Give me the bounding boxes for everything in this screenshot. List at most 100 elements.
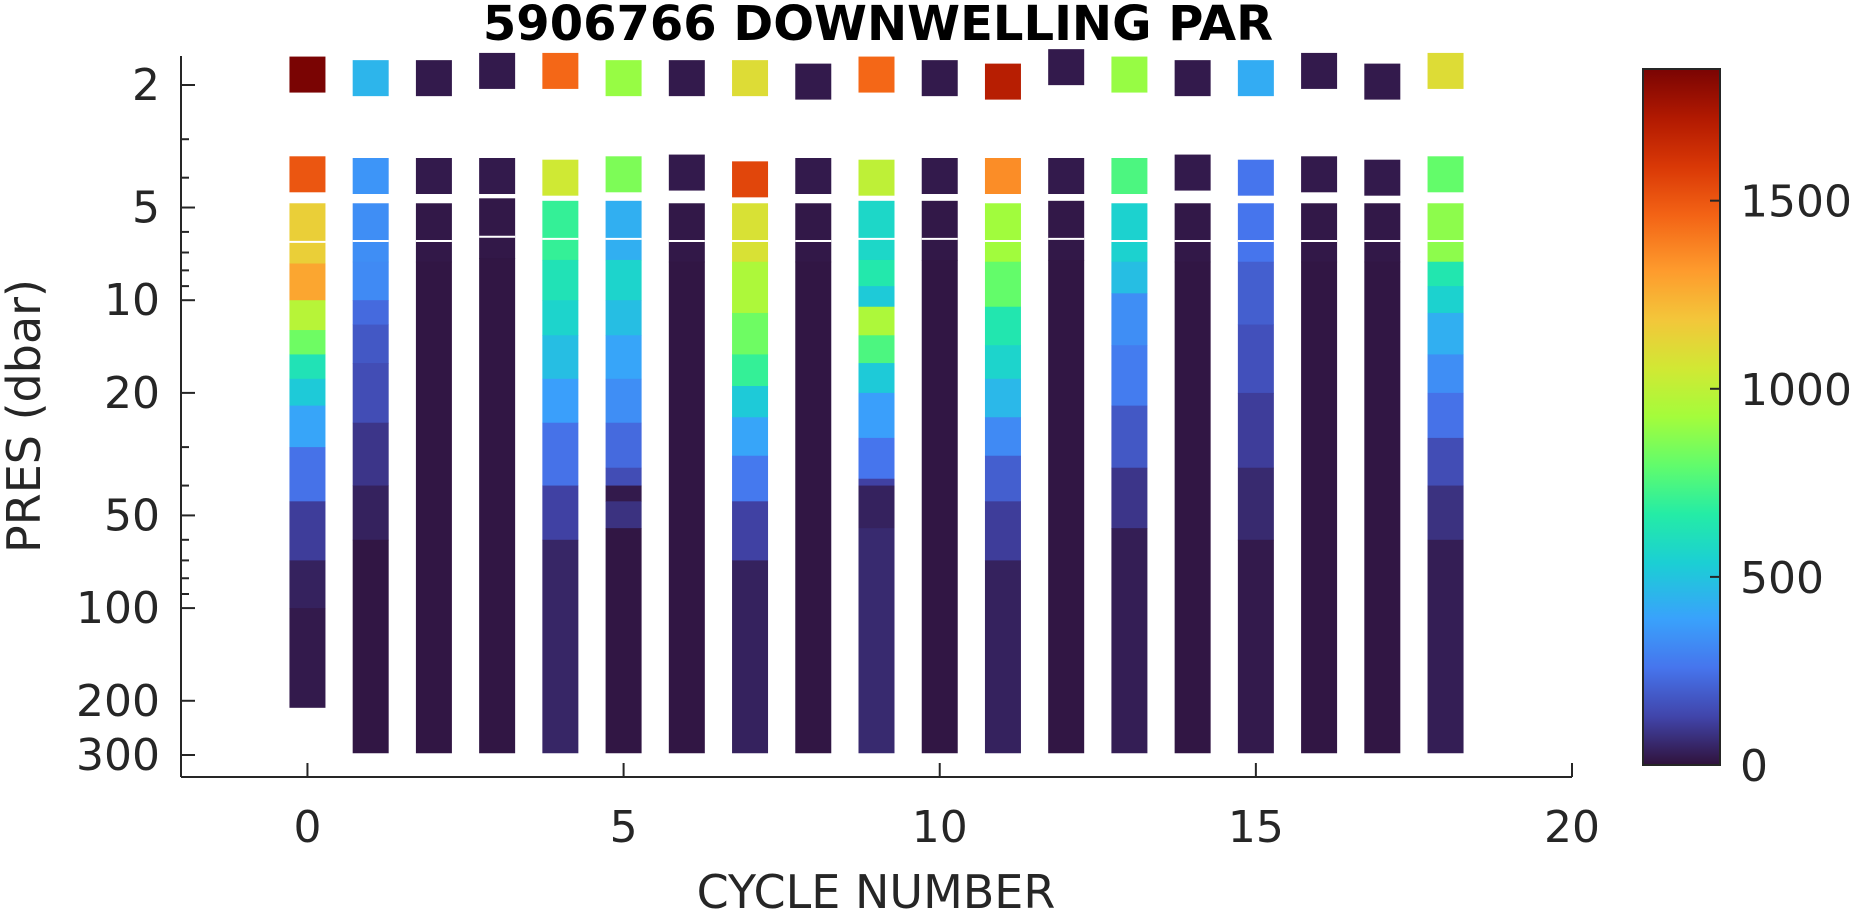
y-tick-label: 10 — [104, 275, 160, 326]
profile-cell — [984, 306, 1021, 346]
colorbar-tick-label: 500 — [1740, 553, 1824, 604]
profile-cell — [858, 335, 895, 364]
profile-column — [668, 60, 705, 754]
surface-cell — [352, 60, 389, 97]
surface-cell — [984, 158, 1021, 195]
surface-cell — [1301, 52, 1338, 89]
profile-column — [921, 60, 958, 754]
profile-cell — [1364, 203, 1401, 263]
profile-cell — [1427, 203, 1464, 263]
profile-cell — [858, 363, 895, 394]
x-tick-label: 20 — [1544, 802, 1600, 853]
profile-cell — [921, 200, 958, 261]
y-tick-label: 5 — [132, 183, 160, 234]
profile-cell — [858, 437, 895, 480]
profile-column — [479, 52, 516, 754]
profile-cell — [732, 455, 769, 502]
profile-cell — [352, 539, 389, 754]
profile-cell — [352, 324, 389, 364]
profile-cell — [984, 345, 1021, 380]
profile-cell — [289, 447, 326, 502]
profile-cell — [1048, 259, 1085, 754]
profile-cell — [1427, 354, 1464, 394]
profile-cell — [605, 378, 642, 424]
x-tick-label: 5 — [610, 802, 638, 853]
profile-cell — [352, 363, 389, 424]
profile-column — [352, 60, 389, 754]
surface-cell — [1301, 156, 1338, 193]
profile-cell — [732, 203, 769, 263]
profile-cell — [732, 312, 769, 355]
profile-cell — [289, 608, 326, 708]
profile-cell — [1237, 324, 1274, 394]
profile-cell — [668, 261, 705, 754]
surface-cell — [795, 158, 832, 195]
profile-cell — [1237, 203, 1274, 263]
profile-cell — [479, 198, 516, 259]
profile-cell — [289, 405, 326, 448]
y-tick-label: 50 — [104, 490, 160, 541]
surface-cell — [415, 60, 452, 97]
profile-cell — [1111, 467, 1148, 529]
profile-cell — [415, 203, 452, 263]
surface-cell — [732, 161, 769, 198]
profile-cell — [352, 261, 389, 301]
colorbar-tick-label: 1500 — [1740, 177, 1851, 228]
colorbar-tick-label: 0 — [1740, 741, 1768, 792]
profile-column — [1048, 49, 1085, 754]
surface-cell — [352, 158, 389, 195]
surface-cell — [415, 158, 452, 195]
profile-cell — [984, 501, 1021, 561]
colorbar — [1642, 68, 1721, 766]
profile-cell — [732, 560, 769, 754]
profile-column — [858, 56, 895, 754]
surface-cell — [668, 154, 705, 191]
profile-cell — [732, 261, 769, 314]
profile-column — [289, 56, 326, 708]
surface-cell — [605, 60, 642, 97]
profile-cell — [984, 378, 1021, 418]
profile-cell — [1111, 345, 1148, 407]
surface-cell — [542, 159, 579, 196]
surface-cell — [732, 60, 769, 97]
profile-cell — [352, 422, 389, 487]
surface-cell — [1427, 52, 1464, 89]
x-axis-ticks: 0 5 10 15 20 — [293, 763, 1600, 853]
profile-cell — [1427, 286, 1464, 314]
colorbar-tick-label: 1000 — [1740, 365, 1851, 416]
profile-cell — [1301, 261, 1338, 754]
profile-cell — [921, 259, 958, 754]
profile-cell — [795, 203, 832, 263]
surface-cell — [1364, 159, 1401, 196]
surface-cell — [289, 156, 326, 193]
profile-cell — [479, 258, 516, 754]
profile-cell — [542, 200, 579, 261]
profile-cell — [858, 392, 895, 439]
profile-cell — [415, 261, 452, 754]
profile-cell — [289, 300, 326, 331]
profile-cell — [542, 485, 579, 541]
profile-column — [542, 52, 579, 754]
surface-cell — [1048, 49, 1085, 86]
profile-cell — [289, 378, 326, 407]
profile-cell — [1237, 392, 1274, 469]
profile-cell — [1111, 528, 1148, 754]
profile-cell — [1174, 203, 1211, 263]
y-tick-label: 20 — [104, 368, 160, 419]
profile-cell — [605, 485, 642, 502]
surface-cell — [1427, 156, 1464, 193]
profile-cell — [605, 422, 642, 469]
surface-cell — [1111, 56, 1148, 93]
profile-cell — [1048, 200, 1085, 261]
profile-cell — [1111, 261, 1148, 294]
profile-cell — [289, 354, 326, 380]
y-tick-label: 300 — [76, 730, 160, 781]
profile-cell — [289, 203, 326, 265]
profile-cell — [542, 422, 579, 487]
profile-cell — [858, 259, 895, 287]
surface-cell — [1111, 158, 1148, 195]
profile-cell — [1364, 261, 1401, 754]
profile-cell — [605, 200, 642, 261]
profile-cell — [858, 306, 895, 336]
